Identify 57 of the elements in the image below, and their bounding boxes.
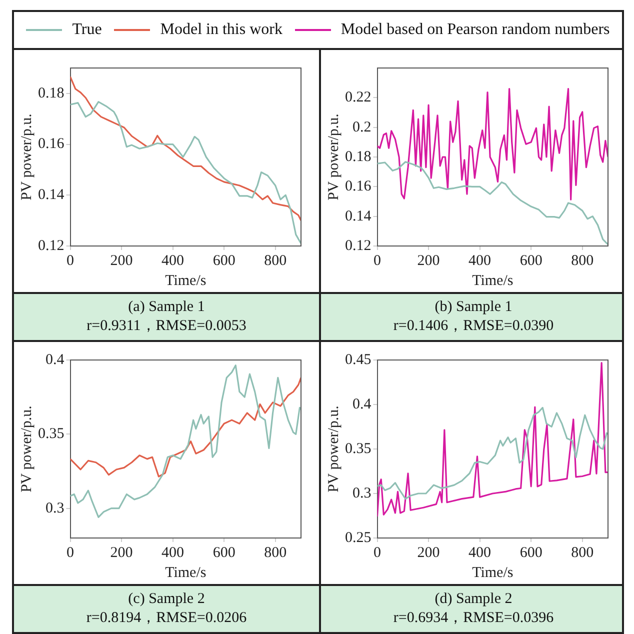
x-tick-label: 800 <box>571 544 594 561</box>
text: (c) Sample 2 <box>128 590 205 609</box>
legend-label: Model in this work <box>160 21 282 39</box>
x-tick-label: 600 <box>212 544 236 561</box>
y-tick-label: 0.35 <box>38 426 64 442</box>
y-tick-label: 0.3 <box>352 485 372 502</box>
x-axis-title: Time/s <box>472 272 514 289</box>
y-tick-label: 0.4 <box>46 352 65 368</box>
y-tick-label: 0.16 <box>345 178 372 195</box>
x-tick-label: 600 <box>212 252 236 269</box>
x-tick-label: 0 <box>66 544 74 561</box>
x-tick-label: 200 <box>110 252 133 269</box>
x-tick-label: 400 <box>162 544 184 561</box>
text: r=0.6934，RMSE=0.0396 <box>393 609 554 628</box>
y-axis-title: PV power/p.u. <box>326 406 342 492</box>
x-tick-label: 600 <box>520 544 542 561</box>
x-tick-label: 200 <box>417 544 440 561</box>
y-tick-label: 0.35 <box>345 440 372 457</box>
y-axis-title: PV power/p.u. <box>18 406 35 492</box>
text: r=0.8194，RMSE=0.0206 <box>86 609 247 628</box>
x-tick-label: 0 <box>374 252 381 269</box>
text: (d) Sample 2 <box>434 590 512 609</box>
y-tick-label: 0.2 <box>352 119 372 136</box>
x-tick-label: 800 <box>264 252 287 269</box>
text: (a) Sample 1 <box>128 298 205 317</box>
y-tick-label: 0.3 <box>46 500 64 516</box>
y-tick-label: 0.18 <box>345 148 372 165</box>
y-tick-label: 0.4 <box>352 396 372 412</box>
y-axis-title: PV power/p.u. <box>18 114 35 200</box>
x-tick-label: 400 <box>468 544 492 561</box>
x-tick-label: 800 <box>264 544 287 561</box>
y-axis-title: PV power/p.u. <box>326 114 342 200</box>
y-tick-label: 0.45 <box>345 352 372 368</box>
x-axis-title: Time/s <box>165 272 206 289</box>
x-axis-title: Time/s <box>472 564 514 581</box>
y-tick-label: 0.14 <box>345 208 372 224</box>
x-axis-title: Time/s <box>165 564 206 581</box>
y-tick-label: 0.16 <box>38 136 65 152</box>
text: r=0.1406，RMSE=0.0390 <box>393 317 554 336</box>
x-tick-label: 0 <box>66 252 74 269</box>
x-tick-label: 400 <box>162 252 184 269</box>
y-tick-label: 0.12 <box>345 238 372 254</box>
x-tick-label: 600 <box>520 252 542 269</box>
y-tick-label: 0.14 <box>38 187 65 204</box>
x-tick-label: 200 <box>417 252 440 269</box>
x-tick-label: 400 <box>468 252 492 269</box>
y-tick-label: 0.18 <box>38 85 64 102</box>
text: r=0.9311，RMSE=0.0053 <box>86 317 246 336</box>
x-tick-label: 0 <box>374 544 381 561</box>
legend-label: Model based on Pearson random numbers <box>340 21 610 39</box>
legend-label: True <box>72 21 102 39</box>
y-tick-label: 0.22 <box>345 90 372 106</box>
y-tick-label: 0.25 <box>345 530 372 546</box>
text: (b) Sample 1 <box>434 298 512 317</box>
x-tick-label: 800 <box>571 252 594 269</box>
y-tick-label: 0.12 <box>38 238 64 254</box>
x-tick-label: 200 <box>110 544 133 561</box>
